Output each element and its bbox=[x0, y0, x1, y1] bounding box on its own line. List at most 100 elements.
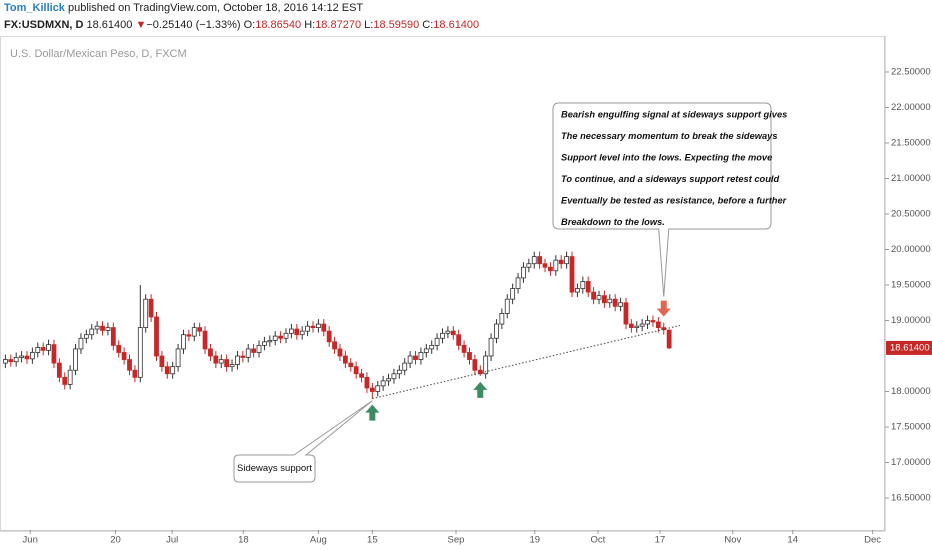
candle-body bbox=[132, 369, 138, 378]
candle-body bbox=[353, 366, 359, 375]
candle-body bbox=[585, 281, 591, 293]
candle-body bbox=[337, 348, 343, 357]
candle-body bbox=[262, 341, 267, 346]
support-label: Sideways support bbox=[237, 463, 312, 474]
candle-body bbox=[143, 298, 149, 329]
candle-body bbox=[348, 362, 354, 368]
candle-body bbox=[62, 376, 68, 385]
trendline bbox=[372, 324, 681, 400]
candle-body bbox=[380, 380, 386, 387]
candle-body bbox=[224, 359, 230, 368]
candle-body bbox=[639, 323, 645, 327]
candle-body bbox=[197, 327, 203, 332]
candle-body bbox=[440, 332, 445, 339]
candle-body bbox=[29, 352, 35, 360]
candle-body bbox=[154, 316, 159, 357]
y-tick-label: 20.50000 bbox=[891, 209, 931, 220]
candle-body bbox=[315, 323, 321, 329]
candle-body bbox=[396, 369, 402, 375]
candle-body bbox=[650, 320, 656, 323]
down-triangle: ▼ bbox=[135, 19, 147, 31]
candle-body bbox=[56, 362, 62, 378]
candle-body bbox=[386, 378, 391, 382]
y-tick-label: 20.00000 bbox=[891, 244, 931, 255]
candle-body bbox=[46, 344, 51, 351]
symbol: FX:USDMXN, D bbox=[4, 19, 84, 31]
ohlc-label: L: bbox=[364, 19, 374, 31]
candle-body bbox=[537, 256, 543, 265]
signal-arrow bbox=[365, 404, 380, 421]
candle-body bbox=[402, 362, 408, 371]
y-tick-label: 16.50000 bbox=[891, 493, 931, 504]
x-tick-label: Oct bbox=[591, 535, 606, 546]
candle-body bbox=[283, 332, 289, 339]
candle-body bbox=[289, 328, 294, 334]
candle-body bbox=[596, 295, 602, 300]
ohlc-label: H: bbox=[304, 19, 316, 31]
ohlc-label: O: bbox=[243, 19, 256, 31]
candle-body bbox=[256, 344, 262, 353]
candle-body bbox=[369, 387, 375, 392]
candle-body bbox=[623, 302, 629, 325]
candle-body bbox=[655, 321, 661, 329]
candle-body bbox=[35, 347, 41, 353]
ohlc-value: 18.86540 bbox=[255, 19, 302, 31]
ohlc-value: 18.59590 bbox=[373, 19, 420, 31]
signal-arrow bbox=[656, 300, 671, 317]
candle-body bbox=[181, 334, 186, 350]
candle-body bbox=[521, 266, 526, 279]
change: −0.25140 (−1.33%) bbox=[146, 19, 241, 31]
author[interactable]: Tom_Killick bbox=[4, 2, 65, 14]
candle-body bbox=[423, 348, 429, 353]
candle-body bbox=[461, 344, 467, 353]
candle-body bbox=[472, 359, 478, 371]
candle-body bbox=[612, 298, 618, 307]
candle-body bbox=[494, 323, 499, 339]
last: 18.61400 bbox=[86, 19, 133, 31]
candle-body bbox=[418, 352, 424, 360]
candle-body bbox=[601, 295, 607, 304]
y-tick-label: 18.00000 bbox=[891, 386, 931, 397]
y-tick-label: 17.00000 bbox=[891, 457, 931, 468]
callout-text: The necessary momentum to break the side… bbox=[561, 131, 778, 141]
candle-body bbox=[413, 355, 418, 360]
candle-body bbox=[607, 298, 613, 304]
ohlc-label: C: bbox=[422, 19, 434, 31]
callout-text: Support level into the lows. Expecting t… bbox=[561, 152, 772, 162]
candle-body bbox=[364, 376, 370, 389]
candle-body bbox=[13, 357, 19, 363]
candle-body bbox=[164, 366, 170, 375]
subtitle: U.S. Dollar/Mexican Peso, D, FXCM bbox=[10, 48, 187, 60]
candle-body bbox=[558, 259, 564, 265]
candle-body bbox=[591, 291, 596, 300]
candle-body bbox=[299, 330, 305, 336]
x-tick-label: 15 bbox=[367, 535, 378, 546]
candle-body bbox=[305, 325, 310, 332]
candle-body bbox=[78, 337, 84, 350]
candle-body bbox=[326, 330, 332, 343]
candle-body bbox=[429, 344, 435, 350]
callout-text: To continue, and a sideways support rete… bbox=[561, 174, 779, 184]
candle-body bbox=[240, 355, 246, 358]
y-tick-label: 22.00000 bbox=[891, 102, 931, 113]
candle-body bbox=[110, 327, 116, 346]
candle-body bbox=[186, 334, 192, 337]
published: published on TradingView.com, October 18… bbox=[68, 2, 364, 14]
callout-text: Breakdown to the lows. bbox=[561, 217, 665, 227]
symbol-line: FX:USDMXN, D 18.61400 ▼−0.25140 (−1.33%)… bbox=[4, 19, 479, 31]
y-tick-label: 21.00000 bbox=[891, 173, 931, 184]
candle-body bbox=[310, 325, 316, 329]
candle-body bbox=[575, 288, 580, 293]
candle-body bbox=[645, 320, 650, 325]
last-price-label: 18.61400 bbox=[890, 342, 930, 353]
candle-body bbox=[83, 334, 89, 339]
candle-body bbox=[391, 373, 397, 380]
candle-body bbox=[121, 352, 127, 360]
candle-body bbox=[251, 348, 257, 353]
candle-body bbox=[116, 344, 122, 353]
candle-body bbox=[526, 263, 532, 268]
candle-body bbox=[202, 330, 208, 350]
x-tick-label: 14 bbox=[787, 535, 798, 546]
